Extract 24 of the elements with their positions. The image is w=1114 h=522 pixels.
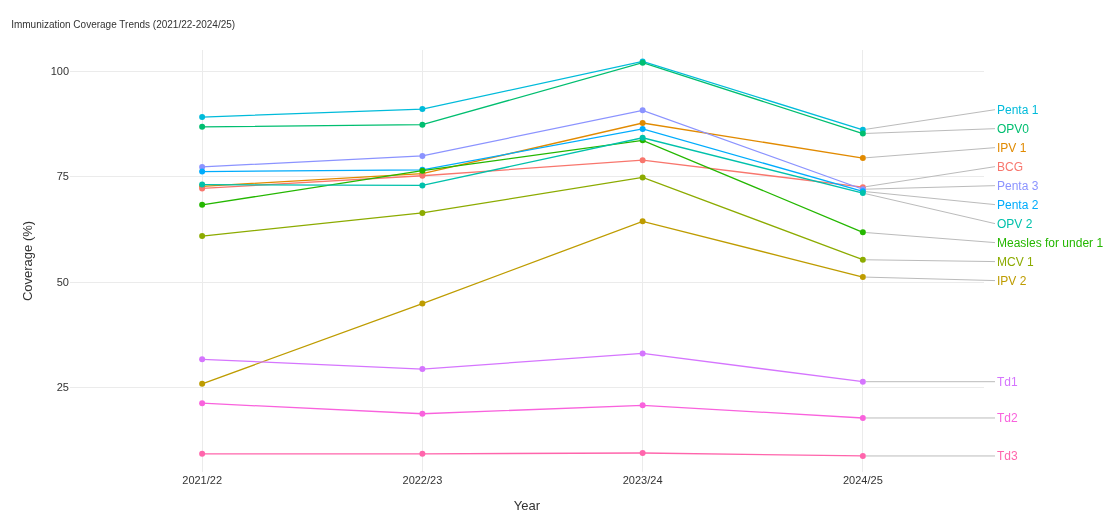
text: Penta 2 xyxy=(997,198,1039,212)
y-tick-label: 50 xyxy=(56,275,69,288)
y-tick-label: 25 xyxy=(56,381,69,394)
text: Penta 1 xyxy=(997,103,1039,117)
x-tick-label: 2022/23 xyxy=(402,474,443,486)
x-axis-title: Year xyxy=(513,497,541,513)
y-tick-label: 75 xyxy=(56,170,69,183)
text: IPV 2 xyxy=(997,274,1027,288)
text: Measles for under 1 xyxy=(997,236,1104,250)
text: BCG xyxy=(997,160,1024,174)
x-tick-label: 2021/22 xyxy=(182,474,223,486)
text: Td1 xyxy=(997,375,1018,389)
text: IPV 1 xyxy=(997,141,1027,155)
text: OPV 2 xyxy=(997,217,1033,231)
chart-title: Immunization Coverage Trends (2021/22-2024/25) xyxy=(11,18,236,30)
text: Penta 3 xyxy=(997,179,1039,193)
x-tick-label: 2024/25 xyxy=(842,474,883,486)
text: Td3 xyxy=(997,449,1018,463)
x-tick-label: 2023/24 xyxy=(622,474,663,486)
text: Td2 xyxy=(997,411,1018,425)
text: MCV 1 xyxy=(997,255,1034,269)
y-axis-title: Coverage (%) xyxy=(19,220,35,302)
y-tick-label: 100 xyxy=(50,64,69,77)
text: OPV0 xyxy=(997,122,1030,136)
